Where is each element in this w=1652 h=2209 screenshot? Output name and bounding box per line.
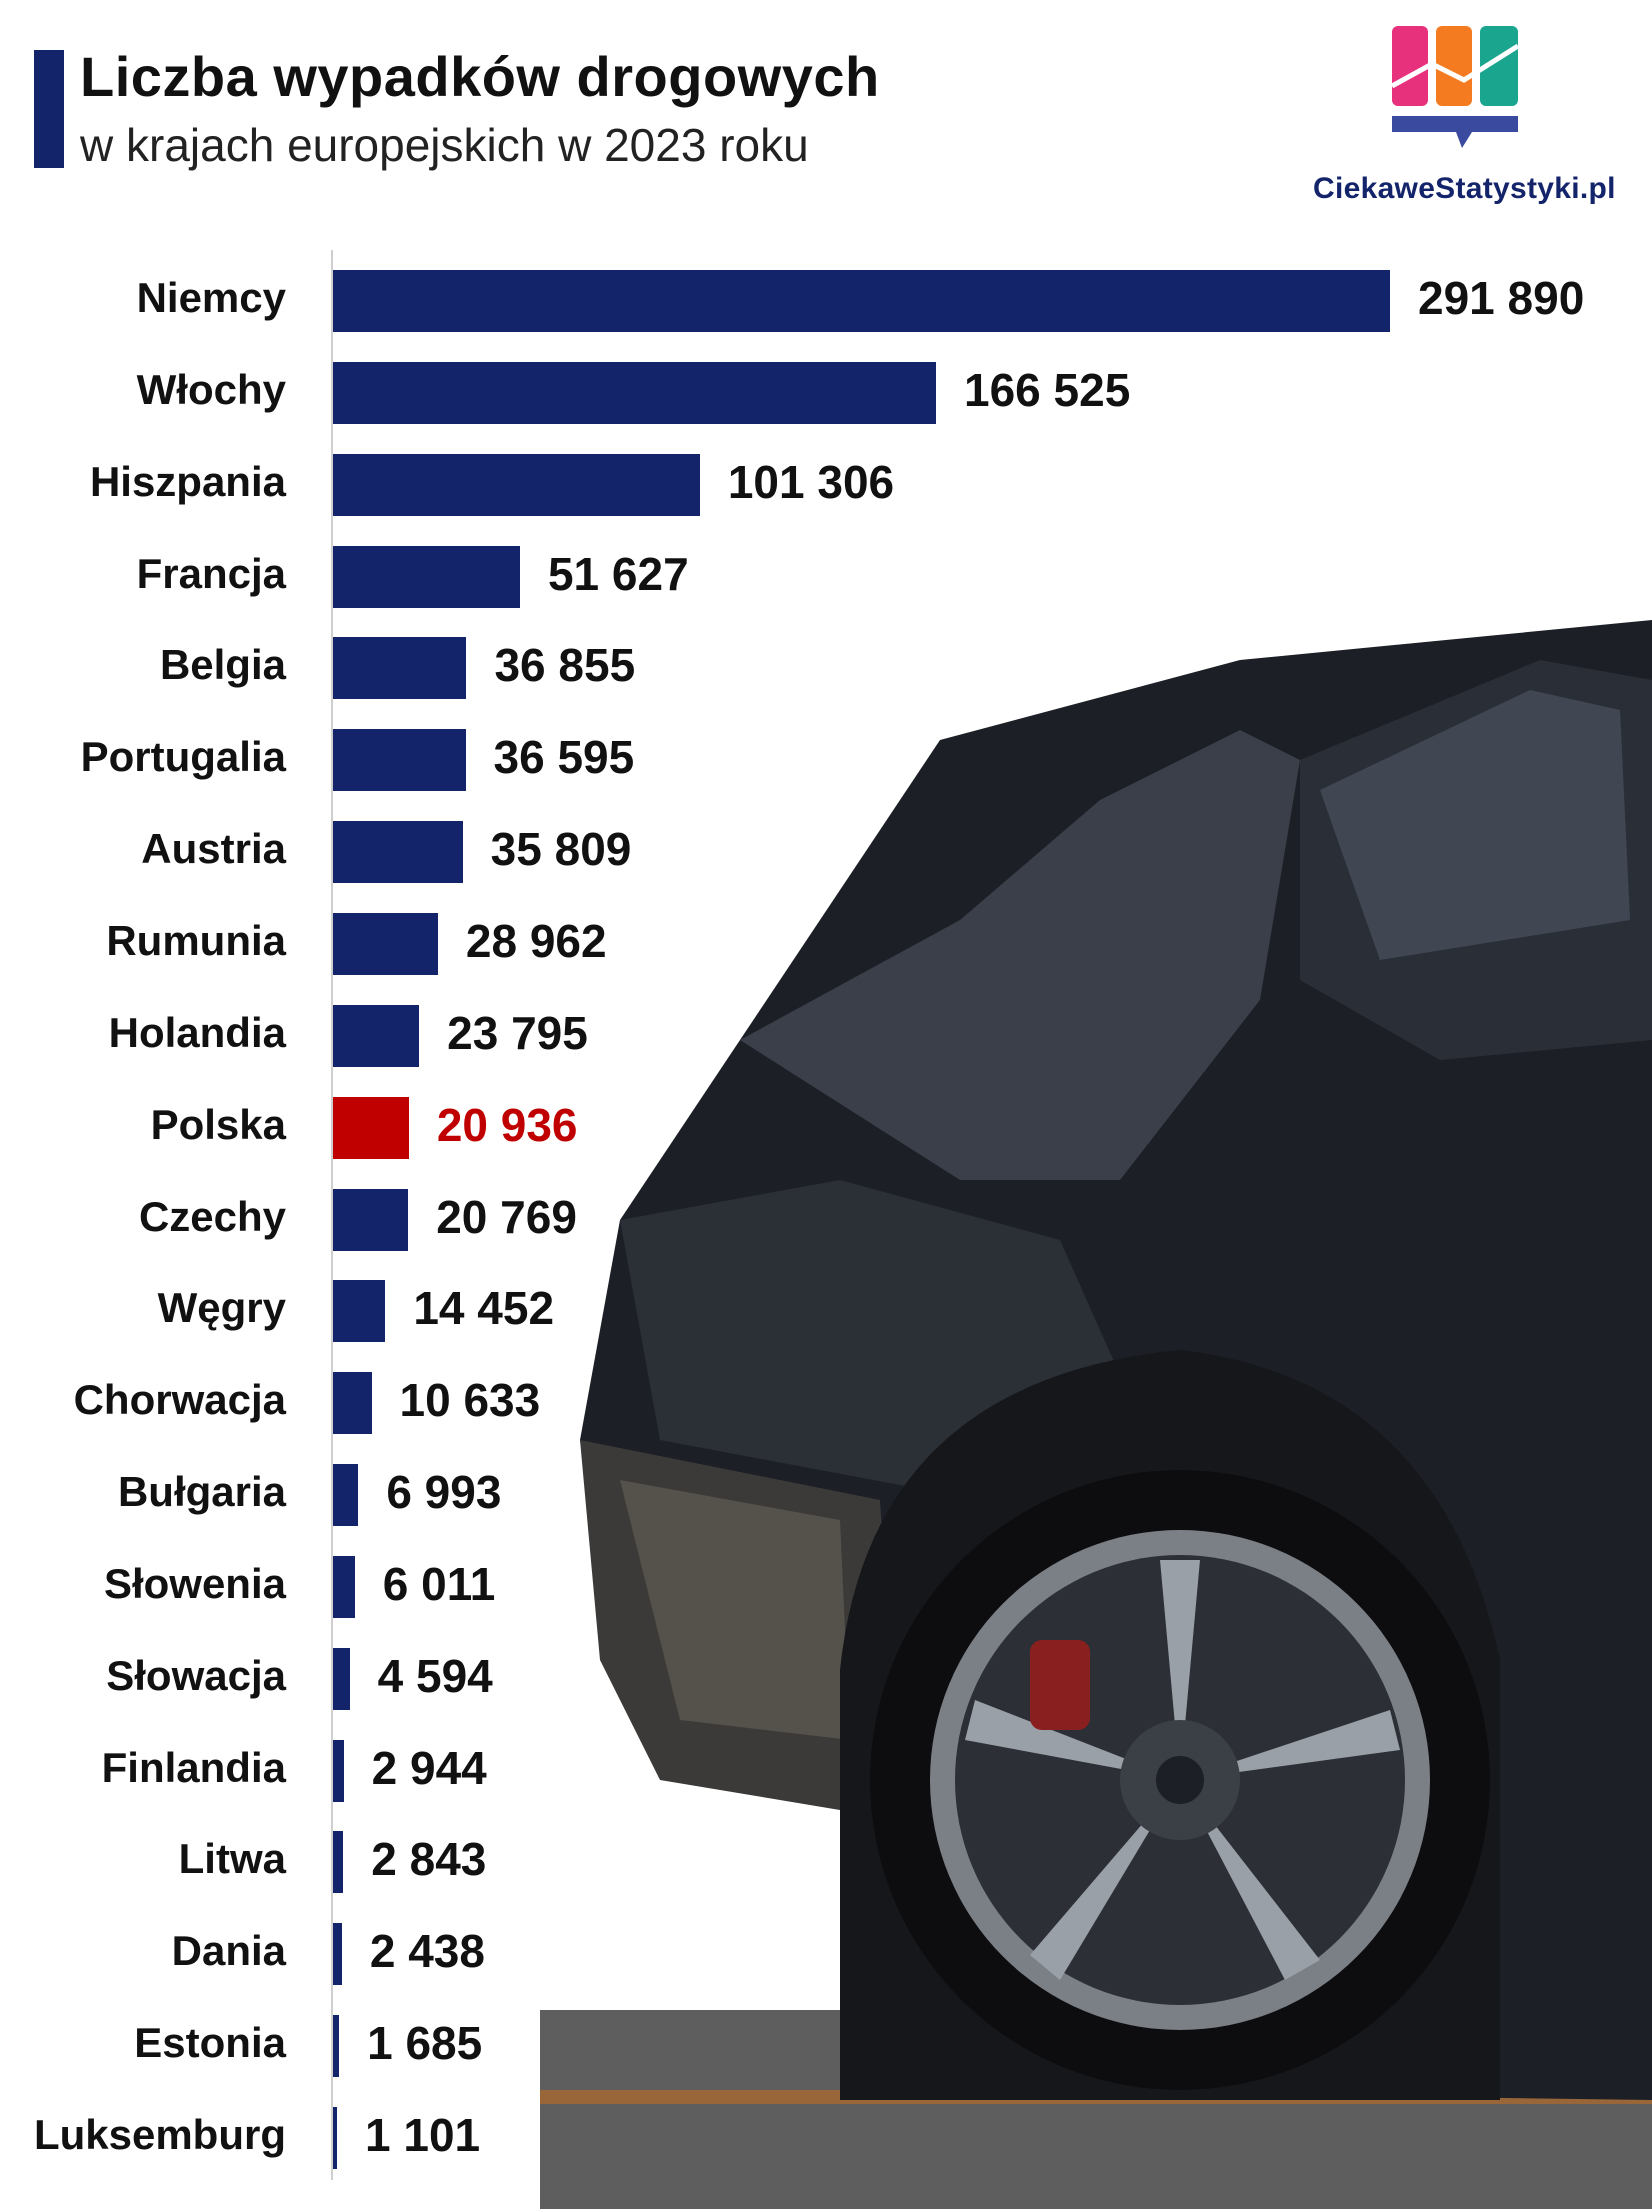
bar	[333, 1555, 355, 1618]
bar	[333, 1739, 344, 1802]
category-label: Finlandia	[101, 1743, 286, 1791]
brand-name: CiekaweStatystyki.pl	[1313, 172, 1616, 205]
bar-row: Dania 2 438	[0, 1905, 1652, 1997]
damaged-car-photo	[540, 620, 1652, 2209]
bar-row: Słowenia 6 011	[0, 1538, 1652, 1630]
bar	[333, 2107, 337, 2169]
bar-row: Francja 51 627	[0, 528, 1652, 620]
chart-subtitle: w krajach europejskich w 2023 roku	[80, 119, 809, 171]
bar	[333, 1831, 344, 1894]
bar-row: Włochy 166 525	[0, 344, 1652, 436]
value-label: 28 962	[465, 914, 607, 967]
category-label: Słowenia	[103, 1559, 286, 1607]
category-label: Austria	[141, 825, 286, 873]
bar	[333, 729, 466, 792]
bar	[333, 453, 700, 516]
bar-row: Litwa 2 843	[0, 1813, 1652, 1905]
category-label: Polska	[150, 1100, 286, 1148]
category-label: Czechy	[138, 1192, 286, 1240]
bar-row: Portugalia 36 595	[0, 711, 1652, 803]
bar	[333, 545, 520, 608]
category-label: Hiszpania	[89, 457, 286, 505]
bar	[333, 270, 1390, 332]
category-label: Chorwacja	[73, 1376, 286, 1424]
title-accent-bar	[34, 50, 64, 168]
value-label: 23 795	[447, 1006, 588, 1059]
value-label: 4 594	[377, 1649, 493, 1702]
value-label: 6 993	[386, 1466, 502, 1519]
bar	[333, 1004, 420, 1067]
value-label: 35 809	[490, 823, 632, 876]
value-label: 1 685	[367, 2017, 483, 2070]
category-label: Włochy	[136, 365, 286, 413]
category-label: Węgry	[157, 1284, 286, 1332]
bar-row: Estonia 1 685	[0, 1997, 1652, 2089]
bar	[333, 821, 463, 884]
bar	[333, 1280, 386, 1343]
category-label: Portugalia	[80, 733, 286, 781]
category-label: Słowacja	[106, 1651, 286, 1699]
category-label: Dania	[171, 1927, 286, 1975]
bar-row: Belgia 36 855	[0, 619, 1652, 711]
bar-row: Holandia 23 795	[0, 987, 1652, 1079]
bar	[333, 361, 937, 424]
category-axis-line	[331, 250, 333, 2180]
value-label: 10 633	[399, 1374, 541, 1427]
value-label: 2 438	[369, 1925, 485, 1978]
bar	[333, 1188, 409, 1251]
bar-row: Austria 35 809	[0, 803, 1652, 895]
bar	[333, 1372, 372, 1435]
bar	[333, 1923, 342, 1986]
value-label: 6 011	[382, 1557, 496, 1610]
category-label: Rumunia	[106, 916, 286, 964]
bar-row: Hiszpania 101 306	[0, 436, 1652, 528]
value-label: 291 890	[1418, 272, 1585, 324]
category-label: Litwa	[178, 1835, 286, 1883]
value-label: 14 452	[413, 1282, 555, 1335]
value-label: 1 101	[365, 2109, 481, 2161]
bar-row: Chorwacja 10 633	[0, 1354, 1652, 1446]
bar	[333, 1647, 350, 1710]
category-label: Francja	[136, 549, 286, 597]
category-label: Niemcy	[136, 274, 286, 321]
value-label: 20 936	[436, 1098, 578, 1151]
category-label: Bułgaria	[117, 1468, 286, 1516]
value-label: 101 306	[727, 455, 895, 508]
bar-row: Luksemburg 1 101	[0, 2089, 1652, 2181]
value-label: 166 525	[964, 363, 1131, 416]
bar-row: Węgry 14 452	[0, 1262, 1652, 1354]
bar-row: Polska 20 936	[0, 1079, 1652, 1171]
bar	[333, 2015, 340, 2078]
category-label: Belgia	[159, 641, 286, 689]
value-label: 36 595	[493, 731, 635, 784]
category-label: Estonia	[134, 2019, 286, 2067]
chart-title: Liczba wypadków drogowych	[80, 45, 880, 108]
bar-row: Słowacja 4 594	[0, 1630, 1652, 1722]
value-label: 20 769	[436, 1190, 577, 1243]
bar-chart-speech-bubble-icon	[1390, 26, 1520, 148]
bar-row: Niemcy 291 890	[0, 252, 1652, 344]
value-label: 51 627	[547, 547, 689, 600]
bar-row: Czechy 20 769	[0, 1171, 1652, 1263]
category-label: Luksemburg	[33, 2111, 286, 2158]
category-label: Holandia	[108, 1008, 286, 1056]
bar	[333, 1464, 359, 1527]
bar	[333, 637, 467, 700]
value-label: 36 855	[494, 639, 636, 692]
bar-row: Rumunia 28 962	[0, 895, 1652, 987]
value-label: 2 843	[371, 1833, 487, 1886]
bar-row: Bułgaria 6 993	[0, 1446, 1652, 1538]
bar	[333, 1096, 409, 1159]
value-label: 2 944	[371, 1741, 487, 1794]
bar-row: Finlandia 2 944	[0, 1722, 1652, 1814]
bar	[333, 912, 438, 975]
